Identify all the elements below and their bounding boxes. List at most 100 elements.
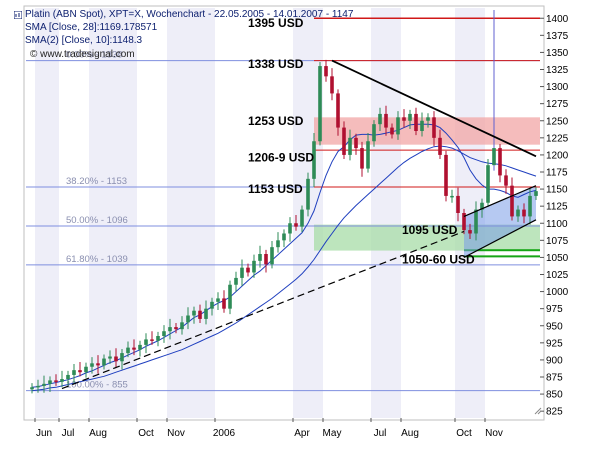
candle-body	[468, 230, 472, 234]
candle-body	[282, 233, 286, 241]
candle-body	[372, 124, 376, 142]
candle-body	[42, 383, 46, 386]
month-band	[371, 8, 401, 418]
candle-body	[348, 137, 352, 155]
candle-body	[186, 315, 190, 323]
trendline-channel-upper	[463, 185, 537, 217]
candle-body	[462, 213, 466, 231]
x-tick-label: Oct	[456, 428, 472, 439]
candle-body	[270, 247, 274, 265]
y-tick-label: 1000	[546, 287, 569, 298]
candle-body	[138, 344, 142, 350]
candle-body	[438, 137, 442, 155]
candle-body	[246, 267, 250, 273]
candle-body	[306, 178, 310, 210]
candle-body	[498, 148, 502, 176]
candle-body	[78, 370, 82, 373]
y-tick-label: 900	[546, 355, 563, 366]
candle-body	[360, 148, 364, 169]
y-tick-label: 1275	[546, 99, 569, 110]
candle-body	[216, 298, 220, 302]
month-band	[167, 8, 215, 418]
candle-body	[294, 223, 298, 227]
x-tick-label: Jul	[374, 428, 387, 439]
candle-body	[66, 374, 70, 380]
candle-body	[444, 154, 448, 196]
candle-body	[474, 209, 478, 234]
y-tick-label: 1175	[546, 168, 568, 179]
chart-title: Platin (ABN Spot), XPT=X, Wochenchart - …	[25, 9, 354, 20]
candle-body	[150, 339, 154, 341]
y-tick-label: 1325	[546, 65, 569, 76]
x-tick-label: Jun	[36, 428, 52, 439]
candle-body	[402, 117, 406, 121]
candle-body	[120, 353, 124, 362]
candle-body	[192, 310, 196, 316]
candle-body	[264, 254, 268, 265]
candle-body	[510, 185, 514, 217]
candle-body	[324, 66, 328, 77]
candle-body	[30, 387, 34, 390]
sma28-line	[31, 145, 537, 392]
x-tick-label: Nov	[167, 428, 185, 439]
candle-body	[456, 195, 460, 213]
candle-body	[156, 336, 160, 341]
watermark-text: www.tradesignal.com	[40, 49, 135, 60]
candle-body	[492, 148, 496, 166]
candle-body	[36, 385, 40, 388]
channel-band	[464, 185, 536, 258]
candle-body	[366, 141, 370, 169]
y-tick-label: 1075	[546, 236, 569, 247]
level-label: 1395 USD	[248, 16, 304, 30]
candle-body	[102, 358, 106, 366]
chart-icon	[14, 11, 22, 19]
level-label: 1153 USD	[248, 182, 303, 196]
x-axis: Jun Jul Aug Oct Nov 2006 Apr May Jul Aug Oct Nov	[34, 418, 503, 439]
fibonacci-levels: 0.00% - 1338 38.20% - 1153 50.00% - 1096 61…	[26, 50, 540, 392]
candle-body	[48, 380, 52, 384]
y-tick-label: 1125	[546, 202, 568, 213]
candle-body	[300, 209, 304, 227]
y-tick-label: 1375	[546, 31, 569, 42]
candle-body	[432, 117, 436, 138]
candle-body	[210, 301, 214, 309]
y-tick-label: 1225	[546, 133, 569, 144]
resize-grip-icon[interactable]	[534, 407, 542, 415]
candle-body	[54, 380, 58, 382]
candle-body	[258, 254, 262, 261]
candle-body	[336, 93, 340, 128]
trendlines	[61, 59, 537, 390]
candle-body	[168, 327, 172, 332]
y-tick-label: 1400	[546, 14, 569, 25]
candle-body	[132, 347, 136, 350]
y-tick-label: 1300	[546, 82, 569, 93]
x-tick-label: Aug	[89, 428, 107, 439]
y-tick-label: 1250	[546, 116, 569, 127]
trendline-channel-lower	[463, 219, 537, 258]
candle-body	[312, 141, 316, 179]
candle-body	[126, 347, 130, 354]
y-tick-label: 1350	[546, 48, 569, 59]
y-tick-label: 925	[546, 338, 563, 349]
candle-body	[318, 66, 322, 142]
candle-body	[108, 356, 112, 359]
trendline-long-support	[61, 230, 465, 390]
candle-body	[480, 202, 484, 210]
candle-body	[96, 363, 100, 366]
candle-body	[84, 366, 88, 373]
candle-body	[180, 322, 184, 330]
trendline-downtrend	[331, 59, 537, 158]
candle-body	[516, 209, 520, 217]
candle-body	[414, 113, 418, 131]
x-tick-label: May	[323, 428, 342, 439]
y-tick-label: 1025	[546, 270, 569, 281]
x-tick-label: Oct	[138, 428, 154, 439]
zone-band	[464, 249, 540, 252]
candle-body	[234, 277, 238, 285]
y-tick-label: 875	[546, 373, 563, 384]
candle-body	[60, 379, 64, 382]
x-tick-label: Aug	[401, 428, 419, 439]
candle-body	[276, 240, 280, 248]
level-label: 1050-60 USD	[402, 252, 475, 266]
y-tick-label: 1200	[546, 150, 569, 161]
